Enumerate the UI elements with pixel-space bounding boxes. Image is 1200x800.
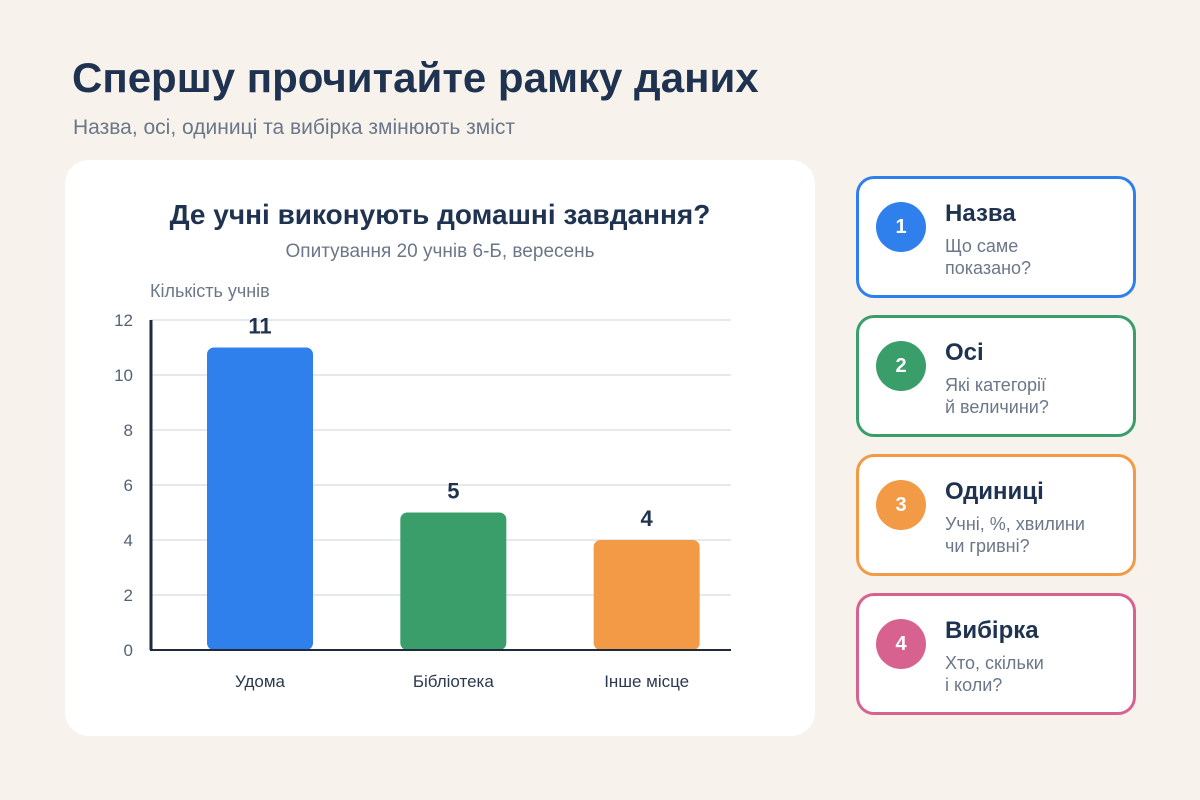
bar-value-label: 4 xyxy=(641,506,654,531)
step-description: Що саме показано? xyxy=(945,236,1032,278)
chart-title: Де учні виконують домашні завдання? xyxy=(170,199,711,230)
x-category-label: Інше місце xyxy=(604,672,689,691)
step-title: Назва xyxy=(945,200,1016,227)
step-card-3: 3 Одиниці Учні, %, хвилини чи гривні? xyxy=(856,454,1136,576)
bar-2 xyxy=(400,512,507,650)
y-tick-label: 4 xyxy=(124,531,133,550)
chart-card: Де учні виконують домашні завдання? Опит… xyxy=(65,160,815,736)
step-description: Які категорії й величини? xyxy=(945,375,1049,417)
chart-subtitle: Опитування 20 учнів 6-Б, вересень xyxy=(286,241,595,262)
y-tick-label: 10 xyxy=(114,366,133,385)
step-description: Учні, %, хвилини чи гривні? xyxy=(945,514,1085,556)
y-tick-label: 8 xyxy=(124,421,133,440)
step-card-2: 2 Осі Які категорії й величини? xyxy=(856,315,1136,437)
step-number-badge: 2 xyxy=(876,341,926,391)
y-axis-label: Кількість учнів xyxy=(150,281,270,301)
bar-1 xyxy=(207,347,313,650)
y-tick-label: 12 xyxy=(114,311,133,330)
page-title: Спершу прочитайте рамку даних xyxy=(72,54,759,101)
step-number-badge: 1 xyxy=(876,202,926,252)
step-number-badge: 4 xyxy=(876,619,926,669)
bar-value-label: 5 xyxy=(447,479,459,504)
step-title: Одиниці xyxy=(945,478,1044,505)
step-number-badge: 3 xyxy=(876,480,926,530)
page-subtitle: Назва, осі, одиниці та вибірка змінюють … xyxy=(73,116,516,139)
y-tick-label: 2 xyxy=(124,586,133,605)
y-tick-label: 6 xyxy=(124,476,133,495)
step-title: Вибірка xyxy=(945,617,1039,644)
step-card-4: 4 Вибірка Хто, скільки і коли? xyxy=(856,593,1136,715)
x-category-label: Бібліотека xyxy=(413,672,495,691)
y-tick-label: 0 xyxy=(124,641,133,660)
step-description: Хто, скільки і коли? xyxy=(945,653,1044,695)
bar-3 xyxy=(593,540,700,650)
step-card-1: 1 Назва Що саме показано? xyxy=(856,176,1136,298)
bar-chart: Де учні виконують домашні завдання? Опит… xyxy=(114,199,731,691)
x-category-label: Удома xyxy=(235,672,286,691)
bar-value-label: 11 xyxy=(248,314,271,339)
step-title: Осі xyxy=(945,339,984,366)
